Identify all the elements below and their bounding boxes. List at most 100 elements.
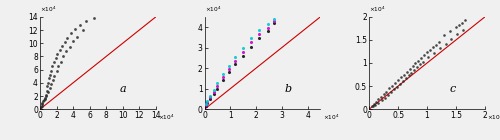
Point [206, 95, 214, 97]
Point [458, 22, 466, 24]
Point [47, 70, 55, 72]
Point [54, 65, 62, 67]
Text: $\times10^4$: $\times10^4$ [369, 5, 386, 14]
Point [64, 37, 72, 39]
Point [434, 41, 442, 43]
Point [414, 60, 422, 62]
Point [393, 85, 401, 88]
Point [48, 65, 56, 67]
Point [46, 87, 54, 89]
Point [254, 29, 262, 31]
Point [232, 56, 239, 58]
Point [73, 35, 81, 38]
Point [66, 45, 74, 48]
Point [394, 79, 402, 81]
Point [225, 65, 233, 67]
Point [455, 24, 463, 26]
Point [384, 94, 392, 96]
Point [38, 105, 46, 107]
Point [46, 74, 54, 76]
Point [214, 81, 222, 84]
Point [408, 72, 416, 74]
Point [403, 71, 411, 73]
Point [388, 85, 396, 87]
Point [59, 55, 67, 58]
Point [203, 100, 211, 102]
Point [410, 69, 418, 71]
Point [40, 99, 48, 101]
Point [442, 42, 450, 45]
Point [400, 73, 408, 76]
Point [232, 60, 239, 62]
Point [206, 98, 214, 100]
Text: c: c [450, 84, 456, 94]
Point [202, 104, 210, 106]
Point [90, 17, 98, 19]
Point [66, 32, 74, 34]
Point [225, 71, 233, 73]
Point [413, 66, 421, 68]
Point [56, 61, 64, 63]
Point [202, 105, 210, 107]
Point [42, 90, 50, 92]
Point [218, 76, 226, 79]
Point [203, 101, 211, 103]
Point [368, 105, 376, 107]
Point [239, 51, 247, 53]
Point [45, 77, 53, 79]
Point [210, 89, 218, 91]
Point [82, 20, 90, 23]
Text: a: a [120, 84, 127, 94]
Point [440, 34, 448, 36]
Text: b: b [284, 84, 292, 94]
Point [214, 88, 222, 90]
Point [58, 45, 66, 47]
Point [264, 23, 272, 25]
Point [56, 49, 64, 51]
Point [390, 88, 398, 90]
Point [40, 98, 48, 100]
Point [44, 85, 52, 87]
Point [214, 84, 222, 87]
Point [232, 63, 239, 65]
Point [398, 80, 406, 82]
Point [424, 56, 432, 59]
Point [41, 97, 49, 99]
Point [378, 99, 386, 102]
Point [423, 51, 431, 53]
Point [247, 46, 255, 48]
Point [446, 30, 454, 32]
Point [203, 102, 211, 104]
Point [460, 19, 468, 22]
Point [47, 83, 55, 85]
Point [432, 43, 440, 46]
Point [426, 48, 434, 51]
Point [380, 93, 388, 95]
Point [202, 103, 210, 105]
Point [270, 20, 278, 22]
Point [52, 57, 60, 59]
Point [210, 93, 218, 95]
Point [387, 91, 395, 93]
Point [452, 26, 460, 29]
Point [430, 52, 438, 54]
Point [40, 100, 48, 102]
Text: $\times10^4$: $\times10^4$ [488, 113, 500, 122]
Point [402, 77, 409, 79]
Point [38, 103, 46, 105]
Point [459, 29, 467, 31]
Point [38, 102, 46, 104]
Point [42, 95, 50, 97]
Point [44, 91, 52, 93]
Point [386, 87, 394, 90]
Point [37, 105, 45, 108]
Point [374, 102, 382, 104]
Point [370, 103, 378, 105]
Point [76, 24, 84, 26]
Point [416, 63, 424, 66]
Point [247, 41, 255, 44]
Point [371, 104, 379, 106]
Point [264, 30, 272, 32]
Point [61, 41, 69, 43]
Text: $\times10^4$: $\times10^4$ [204, 5, 222, 14]
